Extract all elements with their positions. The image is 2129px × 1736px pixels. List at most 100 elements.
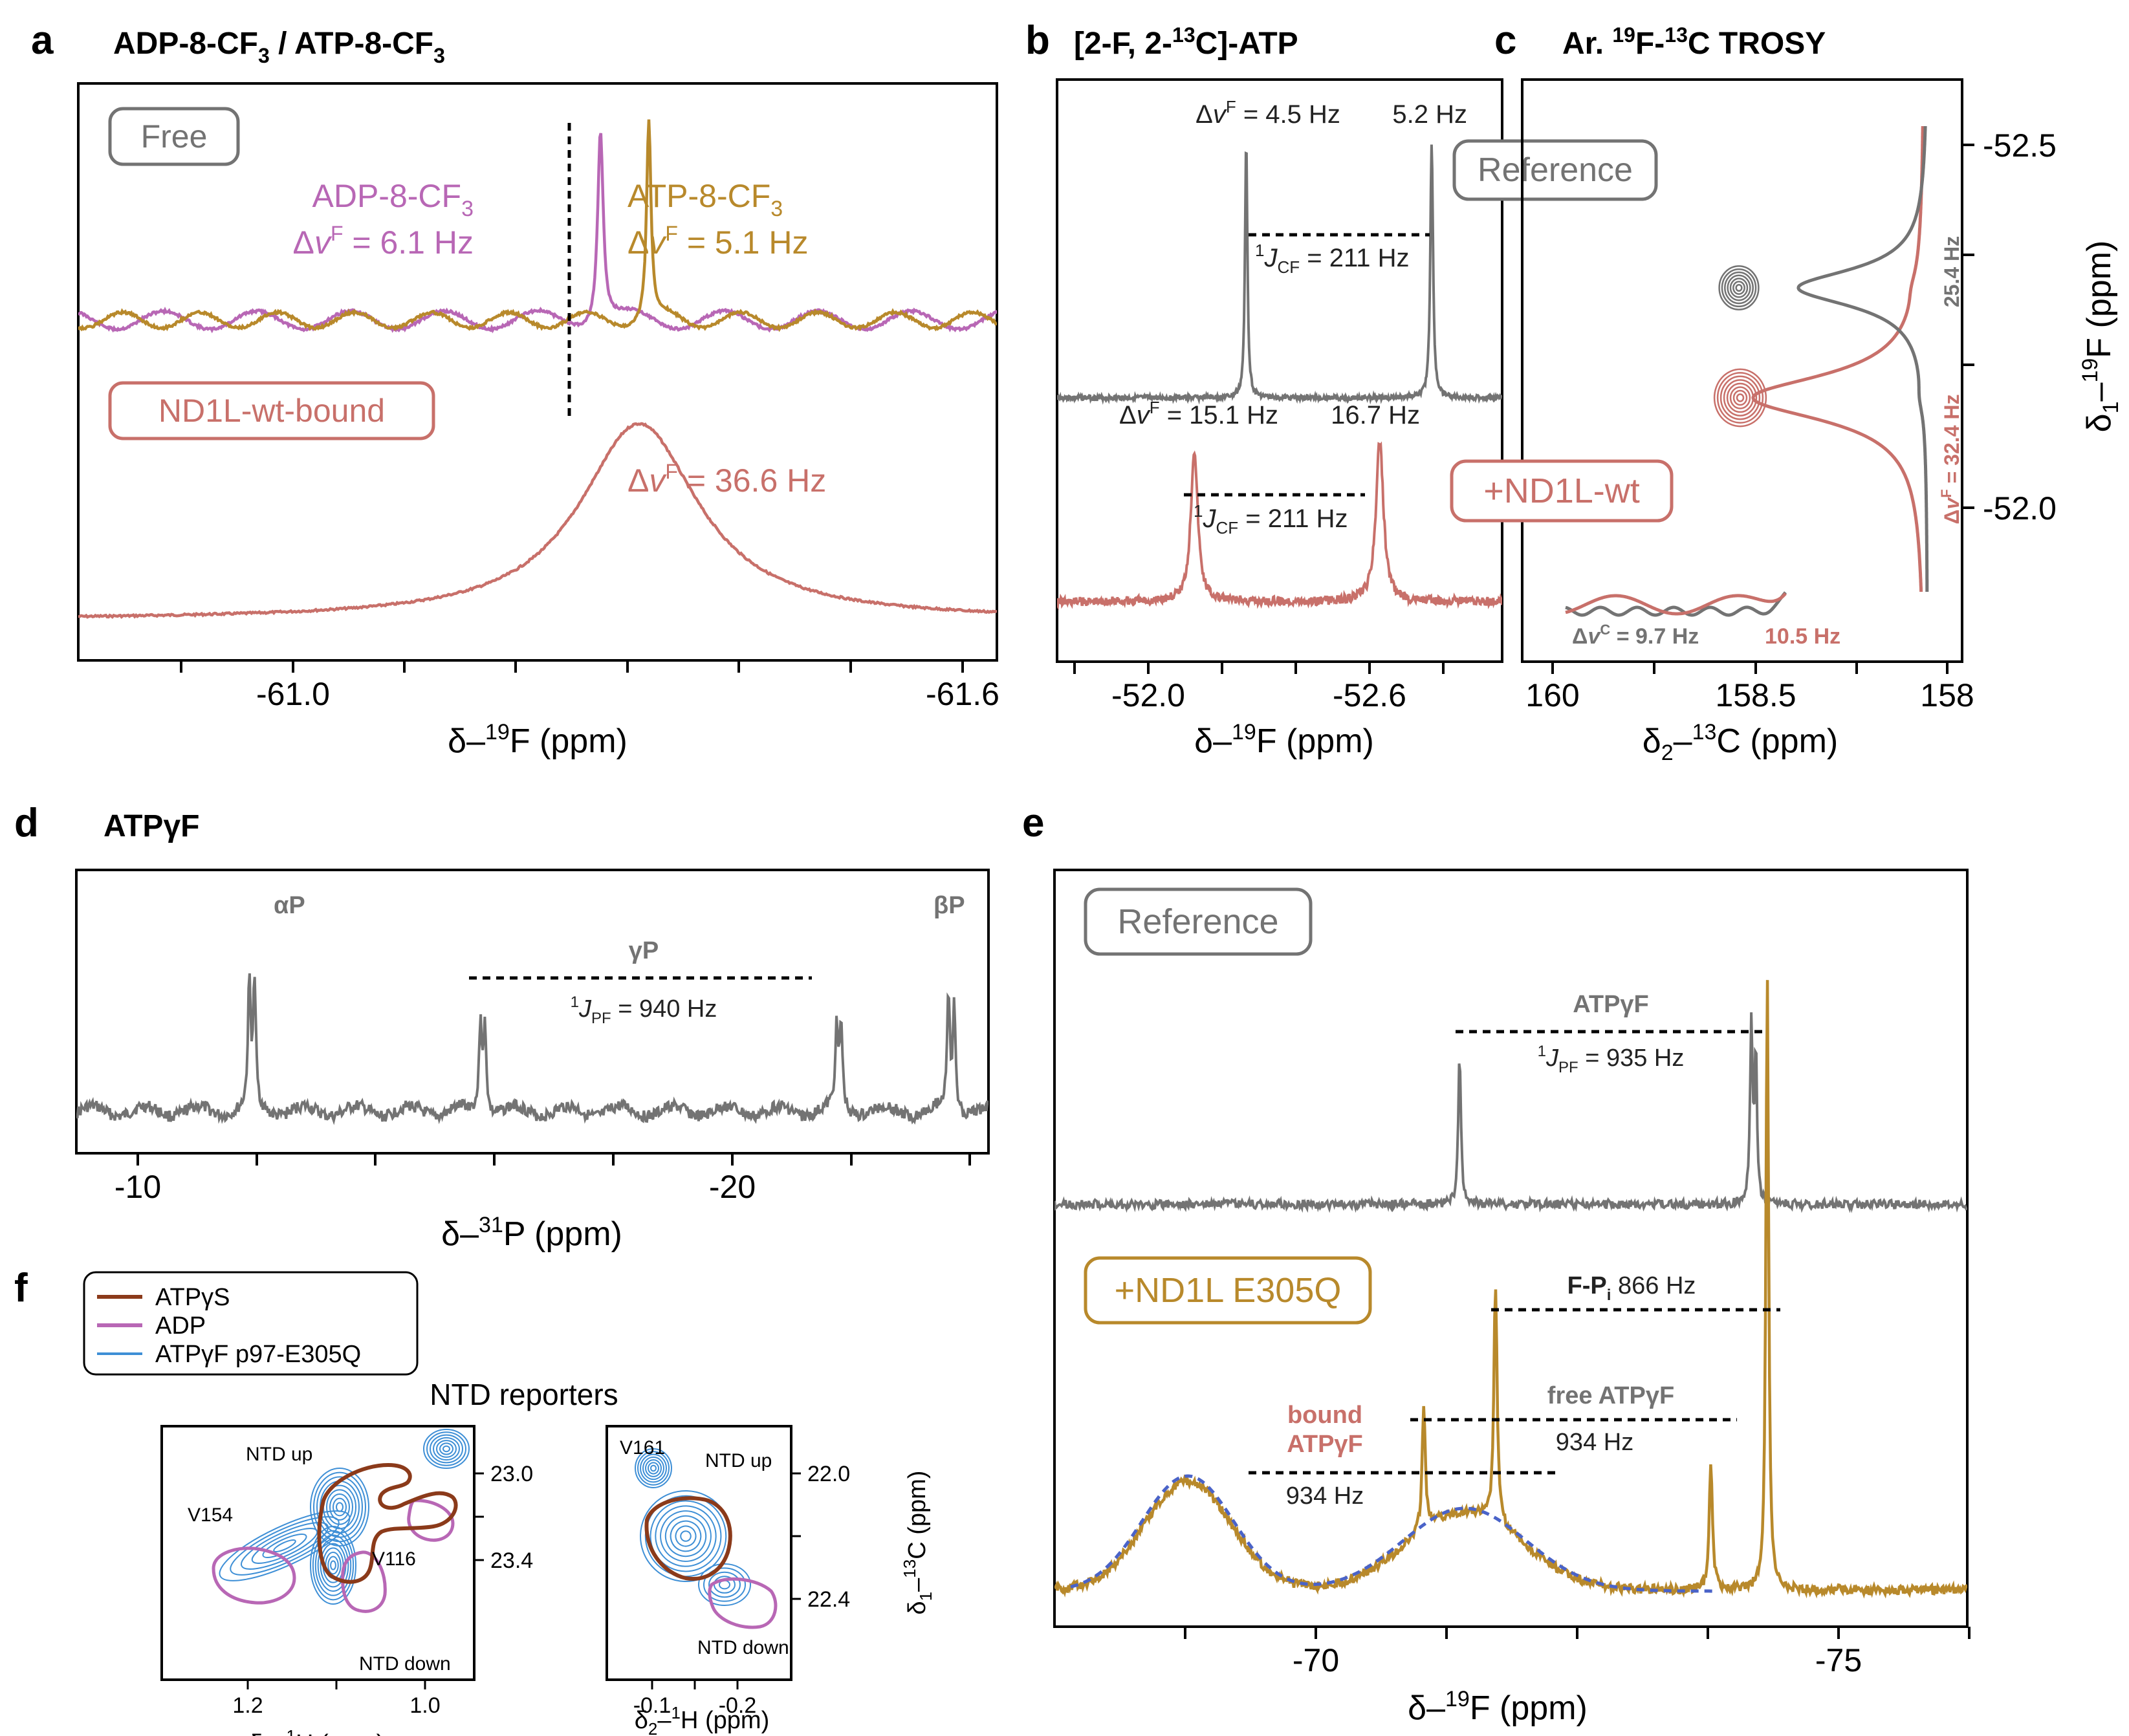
- bot-linewidth-left: ΔvF = 15.1 Hz: [1119, 398, 1278, 429]
- gamma-j-label: 1JPF = 940 Hz: [571, 993, 717, 1027]
- free-atpgf-label: free ATPγF: [1547, 1382, 1674, 1409]
- panel-e-axes: [1053, 869, 1969, 1628]
- f1-blue-level-31: [423, 1429, 470, 1469]
- contour-c-red-level-6: [1720, 375, 1761, 420]
- f1-blue-level-25: [442, 1445, 450, 1453]
- panel-c-xtick-2: 158.5: [1715, 677, 1796, 713]
- f2-blue-level-19: [708, 1571, 741, 1598]
- panel-c-xaxis: [1551, 662, 1949, 674]
- f-right-xtick-1: -0.1: [633, 1693, 671, 1718]
- panel-b-tick-1: -52.0: [1111, 677, 1185, 713]
- contour-c-gray-level-4: [1727, 274, 1751, 301]
- f1-blue-level-24: [219, 1510, 351, 1581]
- bound-label-box: [108, 381, 435, 440]
- panel-d-tick-1: -10: [115, 1169, 161, 1205]
- legend-item-atpgs: ATPγS: [155, 1284, 230, 1311]
- panel-c-ylabel: δ1–19F (ppm): [2078, 241, 2123, 433]
- f2-blue-level-20: [703, 1567, 746, 1602]
- panel-f: f ATPγS ADP ATPγF p97-E305Q NTD reporter…: [14, 1266, 935, 1736]
- ref-atpgf-label: ATPγF: [1573, 991, 1649, 1018]
- panel-f-title: NTD reporters: [430, 1378, 618, 1411]
- top-linewidth-left: ΔvF = 4.5 Hz: [1196, 97, 1340, 129]
- f-right-v161: V161: [620, 1437, 665, 1459]
- panel-a-xaxis: [180, 660, 964, 673]
- panel-c-xtick-1: 160: [1525, 677, 1579, 713]
- e-e305q-label-box: [1084, 1256, 1372, 1325]
- panel-b: b [2-F, 2-13C]-ATP ΔvF = 4.5 Hz 5.2 Hz 1…: [1025, 18, 1658, 760]
- atp-name: ATP-8-CF3: [628, 178, 783, 221]
- f1-blue-level-29: [430, 1434, 463, 1464]
- alpha-p-label: αP: [274, 892, 305, 919]
- bound-atpgf-label-2: ATPγF: [1287, 1431, 1363, 1458]
- panel-b-letter: b: [1025, 18, 1050, 63]
- contour-c-gray-level-3: [1729, 277, 1749, 298]
- f2-blue-level-8: [680, 1530, 692, 1542]
- f-right-ntd-up: NTD up: [705, 1450, 772, 1471]
- panel-d-title: ATPγF: [104, 809, 199, 843]
- legend-item-atpgf: ATPγF p97-E305Q: [155, 1341, 361, 1368]
- panel-a-xlabel: δ–19F (ppm): [448, 720, 628, 760]
- atp-free-trace: [78, 119, 997, 332]
- panel-d-letter: d: [14, 801, 39, 845]
- f-left-xtick-1: 1.2: [232, 1693, 263, 1718]
- f-left-v116: V116: [372, 1548, 416, 1570]
- free-label: Free: [141, 118, 208, 155]
- f-projection-gray: [1796, 126, 1929, 592]
- panel-e-xaxis: [1184, 1627, 1971, 1639]
- e-e305q-trace: [1054, 980, 1967, 1599]
- f-right-ntd-down: NTD down: [697, 1637, 789, 1658]
- f1-blue-level-20: [262, 1534, 307, 1558]
- reference-label-box: [1452, 139, 1658, 201]
- f2-blue-level-3: [645, 1459, 662, 1477]
- f-left-adp-contour: [212, 1499, 455, 1613]
- f1-blue-level-17: [312, 1530, 355, 1601]
- gamma-p-label: γP: [629, 937, 659, 964]
- contour-c-red-level-8: [1713, 368, 1767, 428]
- f1-blue-level-22: [241, 1522, 329, 1570]
- panel-e-tick-2: -75: [1815, 1642, 1862, 1678]
- beta-p-label: βP: [933, 892, 965, 919]
- bound-linewidth: ΔvF = 36.6 Hz: [628, 460, 826, 499]
- panel-d: d ATPγF αP βP γP 1JPF = 940 Hz -10 -20 δ…: [14, 801, 990, 1253]
- panel-e-xlabel: δ–19F (ppm): [1408, 1687, 1588, 1727]
- panel-a-letter: a: [31, 18, 54, 63]
- f1-blue-level-18: [310, 1526, 356, 1605]
- panel-c-letter: c: [1494, 18, 1516, 63]
- nd1l-wt-label-box: [1450, 459, 1674, 523]
- panel-a-title: ADP-8-CF3 / ATP-8-CF3: [113, 27, 445, 67]
- panel-a-tick-1: -61.0: [256, 676, 330, 712]
- contour-c-red-level-2: [1732, 389, 1748, 406]
- f-right-xlabel: δ2–1H (ppm): [635, 1703, 769, 1736]
- panel-c-axes: [1521, 78, 1963, 663]
- panel-e-letter: e: [1022, 801, 1044, 845]
- nd1l-wt-trace: [1057, 441, 1502, 611]
- f1-blue-level-21: [251, 1528, 318, 1564]
- contour-c-gray-level-5: [1724, 271, 1754, 305]
- panel-d-xlabel: δ–31P (ppm): [441, 1213, 622, 1253]
- f-linewidth-red: ΔvF = 32.4 Hz: [1938, 395, 1963, 525]
- f-right-adp-contour: [708, 1577, 778, 1629]
- panel-b-axes: [1056, 78, 1503, 663]
- f2-blue-level-7: [635, 1448, 672, 1488]
- f-left-axis-ticks: [246, 1472, 484, 1689]
- contour-c-gray-level-7: [1718, 265, 1760, 310]
- c-projection-gray: [1565, 591, 1787, 617]
- c-linewidth-gray: ΔvC = 9.7 Hz: [1572, 622, 1699, 649]
- f-linewidth-gray: 25.4 Hz: [1940, 236, 1963, 307]
- f2-blue-level-2: [648, 1462, 659, 1475]
- ref-j-label: 1JPF = 935 Hz: [1538, 1043, 1685, 1076]
- panel-c-xlabel: δ2–13C (ppm): [1643, 720, 1838, 765]
- e-reference-label-box: [1084, 887, 1313, 956]
- f1-blue-level-10: [330, 1560, 336, 1570]
- f1-blue-level-1: [336, 1502, 344, 1512]
- contour-c-red-level-5: [1723, 379, 1758, 417]
- f-right-axis-ticks: [651, 1472, 801, 1689]
- top-linewidth-right: 5.2 Hz: [1392, 100, 1467, 129]
- f1-blue-level-30: [426, 1431, 466, 1466]
- f-left-ntd-down: NTD down: [359, 1653, 451, 1675]
- f-projection-red: [1751, 126, 1925, 592]
- e-e305q-label: +ND1L E305Q: [1115, 1271, 1342, 1310]
- bound-atpgf-hz: 934 Hz: [1286, 1482, 1364, 1510]
- panel-c-ytick-2: -52.0: [1983, 490, 2057, 526]
- fpi-label: F-Pi 866 Hz: [1567, 1272, 1696, 1304]
